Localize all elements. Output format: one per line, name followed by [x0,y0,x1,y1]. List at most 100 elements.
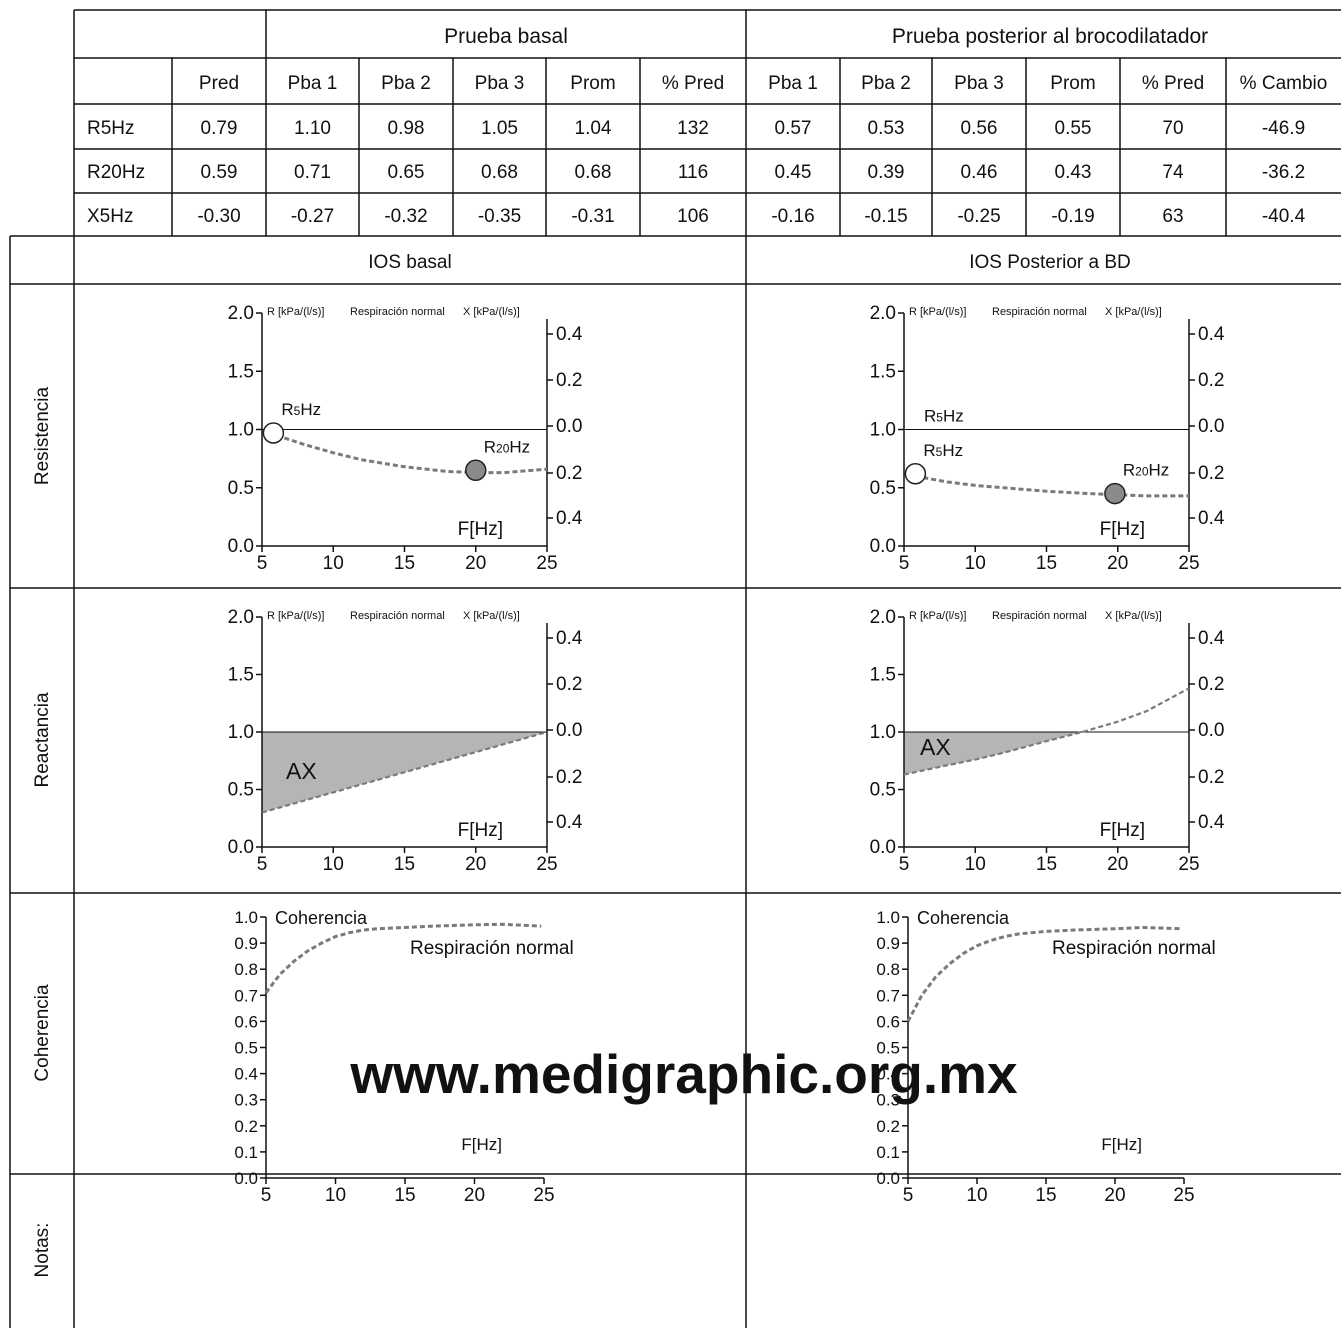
column-header: % Pred [1142,73,1204,94]
y-tick-label: 0.6 [876,1012,900,1031]
x-tick-label: 15 [1035,1185,1056,1206]
watermark: www.medigraphic.org.mx [349,1043,1018,1105]
chart-coherencia-basal: 0.0 0.1 0.2 0.3 0.4 0.5 0.6 0.7 0.8 0.9 1.0 5 10 15 20… [234,908,573,1206]
x-axis-label: F[Hz] [1100,820,1145,841]
y2-tick-label: 0.4 [1198,324,1225,345]
group-header-post: Prueba posterior al brocodilatador [892,25,1208,48]
y2-tick-label: 0.2 [556,767,582,788]
column-header: Prom [1050,73,1095,94]
table-cell: 1.05 [481,118,518,139]
y2-tick-label: 0.2 [556,674,582,695]
marker-r5hz [904,463,927,485]
chart-resistencia-post: 0.0 0.5 1.0 1.5 2.0 0.4 0.2 0.0 0.2 0.4 5 10 15 20 25 R… [870,303,1225,574]
series-curve [268,431,548,475]
y2-tick-label: 0.0 [556,720,582,741]
y-tick-label: 0.6 [234,1012,258,1031]
y2-tick-label: 0.4 [1198,508,1225,529]
marker-label: R5Hz [923,441,963,460]
y2-tick-label: 0.0 [1198,720,1224,741]
x-tick-label: 15 [1036,553,1057,574]
results-table: Prueba basal Prueba posterior al brocodil… [32,25,1327,1277]
table-cell: -0.35 [478,206,521,227]
y-tick-label: 0.1 [234,1143,258,1162]
table-cell: 1.04 [575,118,612,139]
coherence-title: Coherencia [917,908,1010,928]
x-tick-label: 15 [394,1185,415,1206]
table-cell: 0.79 [201,118,238,139]
table-cell: 0.56 [961,118,998,139]
column-header: Pba 1 [768,73,818,94]
x-tick-label: 25 [1178,553,1199,574]
marker-r20hz [465,459,487,482]
x-tick-label: 15 [1036,854,1057,875]
x-axis-unit-label: X [kPa/(l/s)] [1105,306,1162,318]
column-header: Pred [199,73,239,94]
y-tick-label: 0.5 [228,780,254,801]
r-axis-label: R [kPa/(l/s)] [909,306,966,318]
y2-tick-label: 0.2 [1198,767,1224,788]
mode-label: Respiración normal [350,306,445,318]
y-tick-label: 1.5 [228,665,254,686]
x-tick-label: 5 [903,1185,914,1206]
y2-tick-label: 0.4 [556,628,583,649]
y-tick-label: 1.5 [870,361,896,382]
ax-label: AX [286,758,317,784]
x-tick-label: 25 [1173,1185,1194,1206]
x-tick-label: 10 [325,1185,346,1206]
table-cell: 0.57 [775,118,812,139]
column-header: % Cambio [1240,73,1328,94]
report-grid [9,9,1341,1328]
table-cell: 0.65 [388,162,425,183]
x-axis-label: F[Hz] [458,820,503,841]
chart-coherencia-post: 0.0 0.1 0.2 0.3 0.4 0.5 0.6 0.7 0.8 0.9 1.0 5 10 15 20… [876,908,1215,1206]
y-tick-label: 1.5 [228,361,254,382]
y-tick-label: 0.0 [234,1169,258,1188]
series-curve [264,922,542,994]
y-tick-label: 0.8 [234,960,258,979]
x-axis-label: F[Hz] [461,1135,502,1154]
table-cell: -0.16 [771,206,814,227]
y-tick-label: 1.0 [870,722,896,743]
mode-label: Respiración normal [992,610,1087,622]
table-cell: 63 [1162,206,1183,227]
x-tick-label: 10 [966,1185,987,1206]
y2-tick-label: 0.4 [556,324,583,345]
ax-label: AX [920,734,951,760]
row-label: R5Hz [87,118,135,139]
y-tick-label: 0.3 [876,1091,900,1110]
x-axis-unit-label: X [kPa/(l/s)] [463,610,520,622]
r-axis-label: R [kPa/(l/s)] [909,610,966,622]
y-tick-label: 2.0 [228,303,254,324]
y-tick-label: 2.0 [228,607,254,628]
y2-tick-label: 0.4 [1198,628,1225,649]
table-cell: -0.25 [957,206,1000,227]
x-tick-label: 5 [257,553,268,574]
x-tick-label: 20 [1104,1185,1125,1206]
y2-tick-label: 0.2 [1198,370,1224,391]
y-tick-label: 0.4 [234,1065,258,1084]
column-header: Prom [570,73,615,94]
y-tick-label: 0.0 [228,837,254,858]
x-axis-unit-label: X [kPa/(l/s)] [463,306,520,318]
marker-r5hz [262,422,285,444]
r-axis-label: R [kPa/(l/s)] [267,306,324,318]
y-tick-label: 1.0 [228,420,254,441]
table-cell: 0.39 [868,162,905,183]
y2-tick-label: 0.2 [1198,463,1224,484]
y-tick-label: 0.9 [876,934,900,953]
row-label-reactancia: Reactancia [32,692,53,787]
table-cell: 0.71 [294,162,331,183]
row-label-notas: Notas: [32,1223,53,1278]
group-header-basal: Prueba basal [444,25,568,48]
mode-label: Respiración normal [350,610,445,622]
column-header: % Pred [662,73,724,94]
table-cell: 106 [677,206,709,227]
marker-label: R20Hz [1123,461,1169,480]
y-tick-label: 0.9 [234,934,258,953]
x-tick-label: 15 [394,553,415,574]
y2-tick-label: 0.2 [556,370,582,391]
y-tick-label: 0.5 [870,478,896,499]
y-tick-label: 0.5 [870,780,896,801]
column-header: Pba 3 [954,73,1004,94]
x-tick-label: 25 [533,1185,554,1206]
